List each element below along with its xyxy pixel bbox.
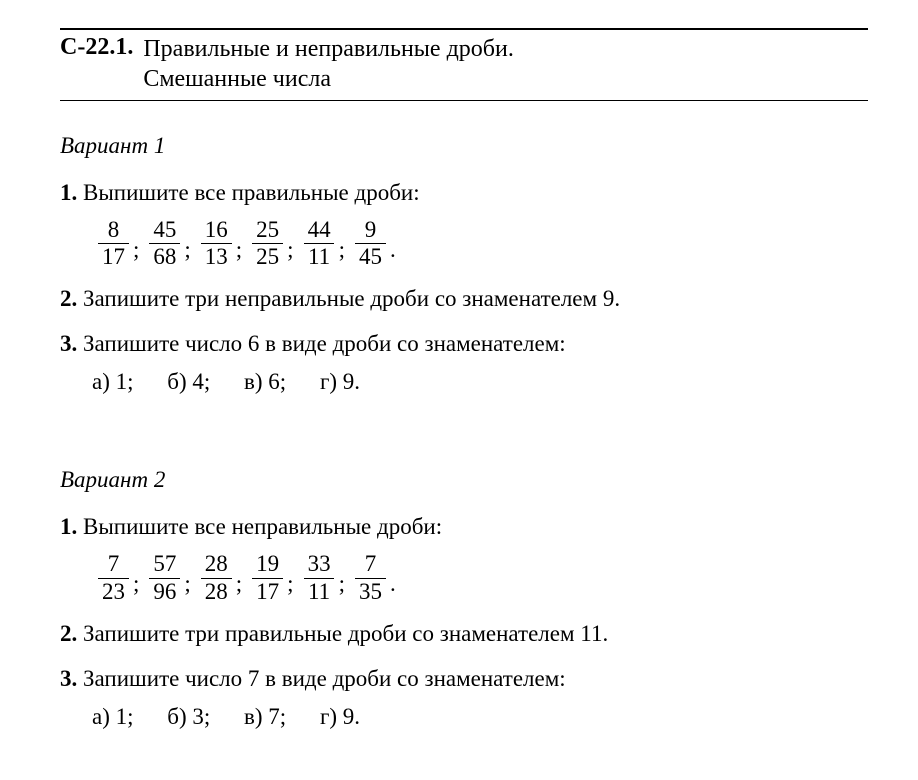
v1-task3: 3. Запишите число 6 в виде дроби со знам… bbox=[60, 328, 868, 359]
task-number: 2. bbox=[60, 621, 77, 646]
part-d: г) 9. bbox=[320, 704, 360, 729]
task-number: 3. bbox=[60, 666, 77, 691]
numerator: 16 bbox=[201, 218, 232, 243]
section-code: С-22.1. bbox=[60, 34, 143, 61]
fraction: 45 68 bbox=[149, 218, 180, 269]
fraction: 25 25 bbox=[252, 218, 283, 269]
part-a: а) 1; bbox=[92, 704, 134, 729]
task-text: Выпишите все неправильные дроби: bbox=[83, 514, 442, 539]
numerator: 8 bbox=[104, 218, 124, 243]
fraction: 44 11 bbox=[304, 218, 335, 269]
numerator: 19 bbox=[252, 552, 283, 577]
numerator: 33 bbox=[304, 552, 335, 577]
v1-task2: 2. Запишите три неправильные дроби со зн… bbox=[60, 283, 868, 314]
spacer bbox=[60, 405, 868, 435]
task-text: Запишите число 6 в виде дроби со знамена… bbox=[83, 331, 566, 356]
section-title-line1: Правильные и неправильные дроби. bbox=[143, 36, 514, 62]
separator: ; bbox=[184, 237, 190, 263]
part-b: б) 3; bbox=[167, 704, 210, 729]
denominator: 35 bbox=[355, 578, 386, 604]
task-text: Запишите три неправильные дроби со знаме… bbox=[83, 286, 620, 311]
denominator: 13 bbox=[201, 243, 232, 269]
rule-under-header bbox=[60, 100, 868, 101]
denominator: 11 bbox=[304, 243, 334, 269]
task-number: 1. bbox=[60, 514, 77, 539]
variant-1-heading: Вариант 1 bbox=[60, 133, 868, 159]
numerator: 7 bbox=[104, 552, 124, 577]
task-text: Запишите число 7 в виде дроби со знамена… bbox=[83, 666, 566, 691]
part-d: г) 9. bbox=[320, 369, 360, 394]
fraction: 8 17 bbox=[98, 218, 129, 269]
section-title-line2: Смешанные числа bbox=[143, 66, 331, 92]
task-number: 2. bbox=[60, 286, 77, 311]
section-header: С-22.1. Правильные и неправильные дроби.… bbox=[60, 30, 868, 100]
part-c: в) 6; bbox=[244, 369, 286, 394]
fraction: 57 96 bbox=[149, 552, 180, 603]
v2-task2: 2. Запишите три правильные дроби со знам… bbox=[60, 618, 868, 649]
fraction: 9 45 bbox=[355, 218, 386, 269]
fraction: 7 35 bbox=[355, 552, 386, 603]
fraction: 33 11 bbox=[304, 552, 335, 603]
denominator: 17 bbox=[98, 243, 129, 269]
end-punct: . bbox=[390, 571, 396, 597]
task-text: Выпишите все правильные дроби: bbox=[83, 180, 420, 205]
worksheet-page: С-22.1. Правильные и неправильные дроби.… bbox=[0, 0, 918, 780]
end-punct: . bbox=[390, 237, 396, 263]
variant-2-heading: Вариант 2 bbox=[60, 467, 868, 493]
separator: ; bbox=[287, 237, 293, 263]
v1-task3-parts: а) 1; б) 4; в) 6; г) 9. bbox=[92, 369, 868, 395]
part-b: б) 4; bbox=[167, 369, 210, 394]
separator: ; bbox=[339, 571, 345, 597]
denominator: 23 bbox=[98, 578, 129, 604]
denominator: 68 bbox=[149, 243, 180, 269]
denominator: 11 bbox=[304, 578, 334, 604]
fraction: 19 17 bbox=[252, 552, 283, 603]
task-number: 3. bbox=[60, 331, 77, 356]
denominator: 25 bbox=[252, 243, 283, 269]
denominator: 17 bbox=[252, 578, 283, 604]
separator: ; bbox=[184, 571, 190, 597]
part-c: в) 7; bbox=[244, 704, 286, 729]
part-a: а) 1; bbox=[92, 369, 134, 394]
numerator: 57 bbox=[149, 552, 180, 577]
separator: ; bbox=[133, 571, 139, 597]
fraction: 28 28 bbox=[201, 552, 232, 603]
numerator: 7 bbox=[361, 552, 381, 577]
v2-task3: 3. Запишите число 7 в виде дроби со знам… bbox=[60, 663, 868, 694]
separator: ; bbox=[133, 237, 139, 263]
separator: ; bbox=[287, 571, 293, 597]
numerator: 44 bbox=[304, 218, 335, 243]
denominator: 45 bbox=[355, 243, 386, 269]
v1-task1: 1. Выпишите все правильные дроби: bbox=[60, 177, 868, 208]
v2-task3-parts: а) 1; б) 3; в) 7; г) 9. bbox=[92, 704, 868, 730]
v1-task1-fractions: 8 17 ; 45 68 ; 16 13 ; 25 25 ; 44 11 ; 9… bbox=[96, 218, 868, 269]
fraction: 16 13 bbox=[201, 218, 232, 269]
section-title: Правильные и неправильные дроби. Смешанн… bbox=[143, 34, 514, 94]
separator: ; bbox=[339, 237, 345, 263]
numerator: 28 bbox=[201, 552, 232, 577]
numerator: 9 bbox=[361, 218, 381, 243]
separator: ; bbox=[236, 571, 242, 597]
numerator: 25 bbox=[252, 218, 283, 243]
numerator: 45 bbox=[149, 218, 180, 243]
denominator: 28 bbox=[201, 578, 232, 604]
task-number: 1. bbox=[60, 180, 77, 205]
task-text: Запишите три правильные дроби со знамена… bbox=[83, 621, 608, 646]
v2-task1: 1. Выпишите все неправильные дроби: bbox=[60, 511, 868, 542]
v2-task1-fractions: 7 23 ; 57 96 ; 28 28 ; 19 17 ; 33 11 ; 7… bbox=[96, 552, 868, 603]
denominator: 96 bbox=[149, 578, 180, 604]
fraction: 7 23 bbox=[98, 552, 129, 603]
separator: ; bbox=[236, 237, 242, 263]
